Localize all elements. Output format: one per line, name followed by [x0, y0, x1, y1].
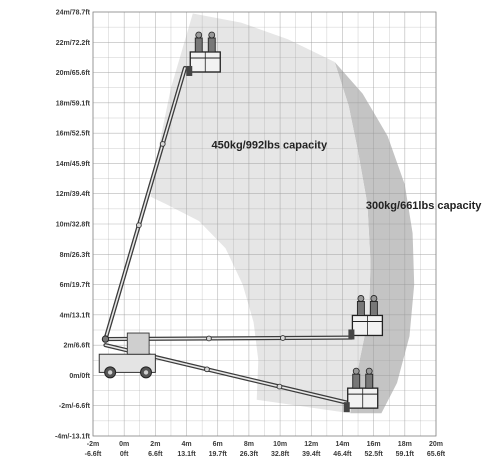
- x-tick-label-ft: 19.7ft: [209, 451, 228, 458]
- plot-frame: [92, 11, 437, 437]
- operator-head: [195, 31, 203, 39]
- x-tick-label-ft: 39.4ft: [302, 451, 321, 458]
- turret: [126, 332, 150, 355]
- x-tick-label-m: 6m: [213, 441, 223, 448]
- boom-joint: [279, 335, 286, 341]
- x-tick-label-m: 12m: [304, 441, 318, 448]
- x-tick-label-m: 16m: [367, 441, 381, 448]
- x-tick-label-m: -2m: [87, 441, 99, 448]
- operator-figure: [369, 301, 378, 316]
- x-tick-label-m: 10m: [273, 441, 287, 448]
- operator-head: [365, 367, 373, 375]
- zone-labels: 300kg/661lbs capacity 450kg/992lbs capaci…: [211, 139, 482, 212]
- zone-label-0: 300kg/661lbs capacity: [366, 200, 482, 212]
- boom-joint: [159, 141, 166, 147]
- y-tick-label: 8m/26.3ft: [60, 252, 91, 259]
- operator-figure: [352, 373, 361, 389]
- x-tick-label-m: 4m: [181, 441, 191, 448]
- x-tick-label-m: 8m: [244, 441, 254, 448]
- y-tick-label: -4m/-13.1ft: [55, 434, 91, 441]
- capacity-zone-0: [334, 62, 415, 414]
- y-tick-label: 6m/19.7ft: [60, 282, 91, 289]
- zone-label-1: 450kg/992lbs capacity: [211, 139, 327, 151]
- operator-head: [370, 295, 378, 302]
- y-tick-label: 22m/72.2ft: [56, 40, 91, 47]
- x-tick-label-ft: 46.4ft: [333, 451, 352, 458]
- x-tick-label-m: 20m: [429, 441, 443, 448]
- operator-head: [208, 31, 216, 39]
- x-tick-label-m: 0m: [119, 441, 129, 448]
- operator-figure: [365, 373, 374, 389]
- platform-jib-mount: [343, 402, 350, 413]
- operator-figure: [194, 37, 203, 53]
- operator-figure: [207, 37, 216, 53]
- wheel-hub: [107, 370, 113, 375]
- x-tick-label-ft: 52.5ft: [364, 451, 383, 458]
- boom-joint: [276, 383, 283, 390]
- x-tick-label-m: 14m: [335, 441, 349, 448]
- y-tick-label: 14m/45.9ft: [56, 161, 91, 168]
- x-tick-label-ft: 65.6ft: [427, 451, 446, 458]
- operator-head: [357, 295, 365, 302]
- x-tick-label-ft: -6.6ft: [85, 451, 102, 458]
- boom-joint: [204, 366, 210, 373]
- platform-jib-mount: [186, 65, 193, 76]
- y-tick-label: 0m/0ft: [69, 373, 90, 380]
- y-tick-label: 20m/65.6ft: [56, 70, 91, 77]
- operator-figure: [356, 301, 365, 316]
- y-tick-label: 16m/52.5ft: [56, 131, 91, 138]
- y-tick-label: 10m/32.8ft: [56, 222, 91, 229]
- boom-arm-highlight-0: [104, 67, 186, 340]
- y-tick-label: -2m/-6.6ft: [59, 403, 91, 410]
- y-tick-label: 18m/59.1ft: [56, 100, 91, 107]
- boom-pivot: [101, 335, 110, 343]
- grid-lines: [92, 11, 437, 437]
- x-tick-label-m: 18m: [398, 441, 412, 448]
- y-tick-label: 24m/78.7ft: [56, 10, 91, 17]
- y-axis-labels: 24m/78.7ft 22m/72.2ft 20m/65.6ft 18m/59.1ft…: [55, 10, 91, 441]
- x-axis-labels: -2m -6.6ft 0m 0ft 2m 6.6ft 4m 13.1ft 6m 19.7ft 8m 2…: [85, 441, 446, 458]
- x-tick-label-ft: 0ft: [120, 451, 129, 458]
- x-tick-label-ft: 6.6ft: [148, 451, 163, 458]
- x-tick-label-ft: 32.8ft: [271, 451, 290, 458]
- boom-joint: [206, 335, 212, 342]
- x-tick-label-ft: 59.1ft: [396, 451, 415, 458]
- capacity-zones: [150, 13, 415, 414]
- x-tick-label-ft: 13.1ft: [177, 451, 196, 458]
- x-tick-label-ft: 26.3ft: [240, 451, 259, 458]
- boom-joint: [136, 222, 142, 229]
- x-tick-label-m: 2m: [150, 441, 160, 448]
- operator-head: [352, 367, 360, 375]
- boom-lift-drawing: [98, 31, 384, 413]
- capacity-zone-1: [150, 13, 371, 414]
- y-tick-label: 12m/39.4ft: [56, 191, 91, 198]
- y-tick-label: 2m/6.6ft: [64, 343, 91, 350]
- wheel-hub: [143, 370, 149, 375]
- y-tick-label: 4m/13.1ft: [60, 312, 91, 319]
- platform-jib-mount: [348, 329, 355, 340]
